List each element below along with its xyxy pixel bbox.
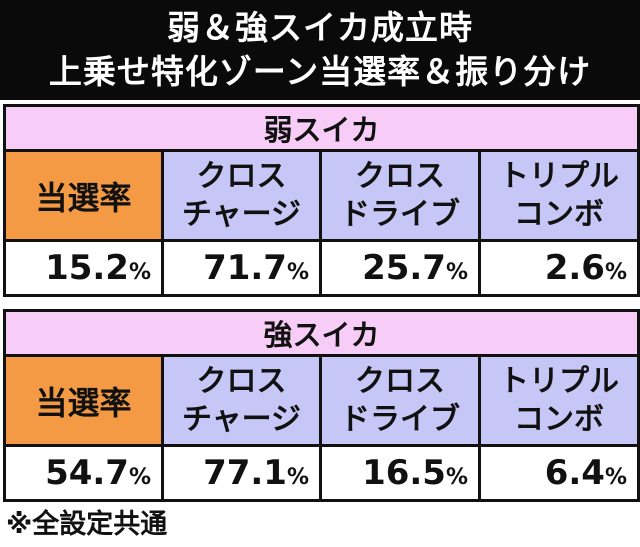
win-rate-label: 当選率 (3, 149, 164, 242)
weak-suika-table: 弱スイカ 当選率 クロス チャージ クロス ドライブ トリプル コンボ 15.2… (2, 104, 640, 297)
column-header: クロス チャージ (161, 149, 322, 242)
column-header: クロス ドライブ (319, 149, 481, 242)
share-value: 71.7% (161, 239, 322, 297)
column-header: トリプル コンボ (477, 149, 640, 242)
footnote: ※全設定共通 (6, 509, 168, 540)
win-rate-value: 54.7% (3, 444, 164, 502)
section-heading: 強スイカ (2, 309, 640, 357)
share-value: 2.6% (477, 239, 640, 297)
section-heading: 弱スイカ (2, 104, 640, 152)
column-header: トリプル コンボ (477, 354, 640, 447)
title-line-2: 上乗せ特化ゾーン当選率＆振り分け (48, 52, 592, 91)
share-value: 77.1% (161, 444, 322, 502)
share-value: 16.5% (319, 444, 481, 502)
win-rate-label: 当選率 (3, 354, 164, 447)
title-line-1: 弱＆強スイカ成立時 (167, 8, 473, 47)
column-header: クロス チャージ (161, 354, 322, 447)
win-rate-value: 15.2% (3, 239, 164, 297)
share-value: 6.4% (477, 444, 640, 502)
share-value: 25.7% (319, 239, 481, 297)
title-banner: 弱＆強スイカ成立時 上乗せ特化ゾーン当選率＆振り分け (0, 0, 640, 100)
column-header: クロス ドライブ (319, 354, 481, 447)
strong-suika-table: 強スイカ 当選率 クロス チャージ クロス ドライブ トリプル コンボ 54.7… (2, 309, 640, 502)
